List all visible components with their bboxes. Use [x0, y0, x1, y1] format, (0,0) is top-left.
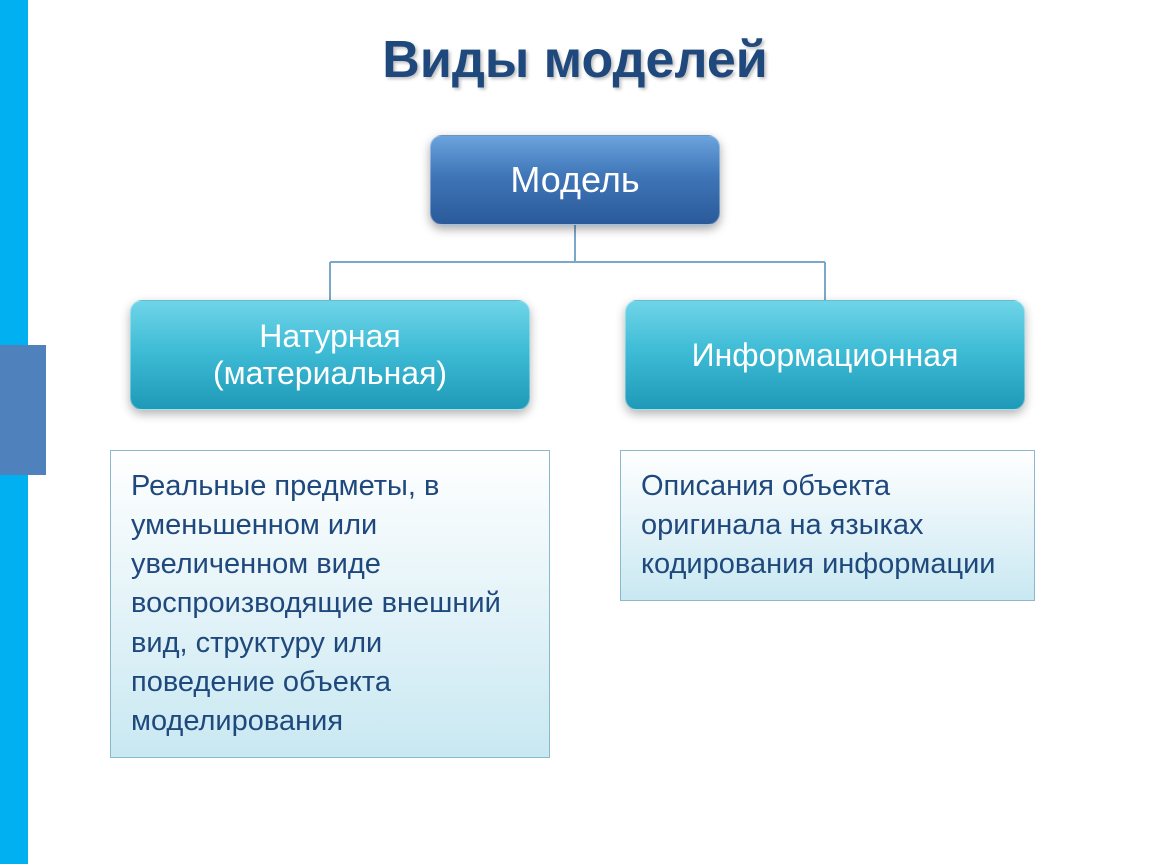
- tree-child-right: Информационная: [625, 300, 1025, 410]
- tree-root-node: Модель: [430, 135, 720, 225]
- description-left: Реальные предметы, в уменьшенном или уве…: [110, 450, 550, 758]
- tree-child-left-label: Натурная (материальная): [147, 318, 513, 392]
- tree-root-label: Модель: [510, 159, 639, 201]
- tree-child-right-label: Информационная: [692, 337, 959, 374]
- tree-child-left: Натурная (материальная): [130, 300, 530, 410]
- description-right: Описания объекта оригинала на языках код…: [620, 450, 1035, 601]
